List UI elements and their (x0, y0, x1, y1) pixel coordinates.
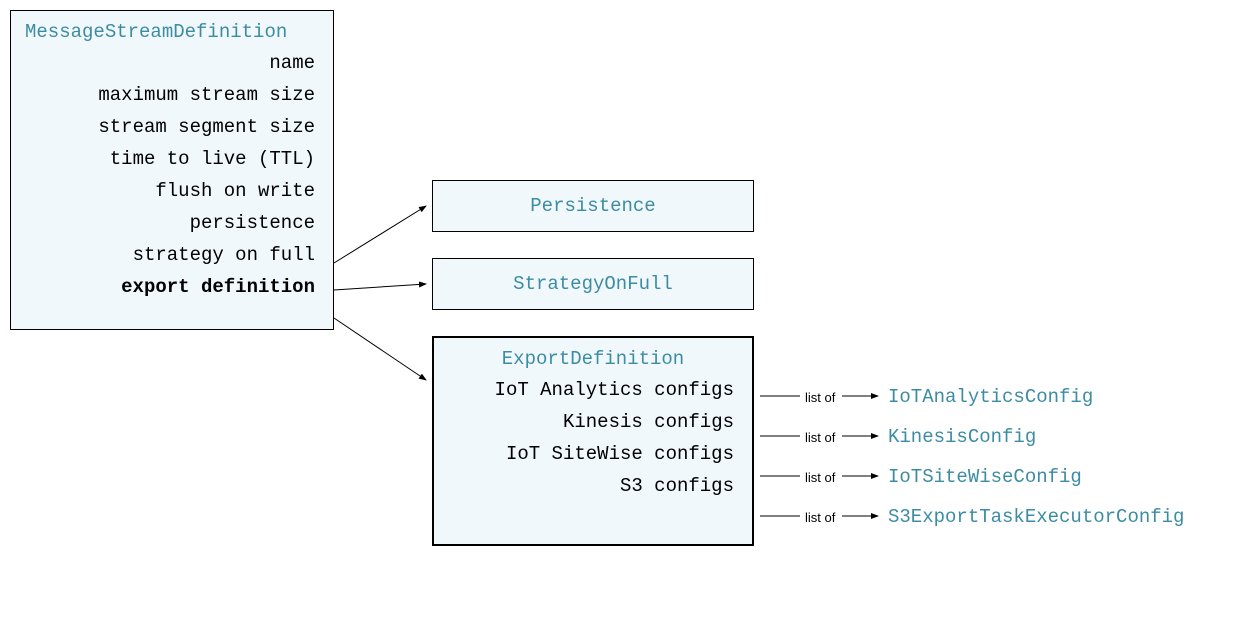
list-of-label: list of (805, 470, 835, 485)
export-def-prop: Kinesis configs (434, 406, 752, 438)
msd-prop: stream segment size (11, 111, 333, 143)
export-def-title: ExportDefinition (434, 338, 752, 374)
list-of-label: list of (805, 390, 835, 405)
strategy-on-full-title: StrategyOnFull (433, 259, 753, 309)
list-of-label: list of (805, 430, 835, 445)
export-definition-box: ExportDefinition IoT Analytics configs K… (432, 336, 754, 546)
list-of-label: list of (805, 510, 835, 525)
strategy-on-full-box: StrategyOnFull (432, 258, 754, 310)
msd-prop: time to live (TTL) (11, 143, 333, 175)
config-link: KinesisConfig (888, 426, 1036, 448)
msd-prop: strategy on full (11, 239, 333, 271)
persistence-box: Persistence (432, 180, 754, 232)
msd-prop: flush on write (11, 175, 333, 207)
config-link: IoTSiteWiseConfig (888, 466, 1082, 488)
export-def-prop: IoT SiteWise configs (434, 438, 752, 470)
msd-prop: persistence (11, 207, 333, 239)
message-stream-definition-box: MessageStreamDefinition name maximum str… (10, 10, 334, 330)
export-def-prop: IoT Analytics configs (434, 374, 752, 406)
msd-prop-export-definition: export definition (11, 271, 333, 303)
config-link: IoTAnalyticsConfig (888, 386, 1093, 408)
msd-prop: name (11, 47, 333, 79)
config-link: S3ExportTaskExecutorConfig (888, 506, 1184, 528)
msd-prop: maximum stream size (11, 79, 333, 111)
export-def-prop: S3 configs (434, 470, 752, 502)
msd-title: MessageStreamDefinition (11, 11, 333, 47)
persistence-title: Persistence (433, 181, 753, 231)
